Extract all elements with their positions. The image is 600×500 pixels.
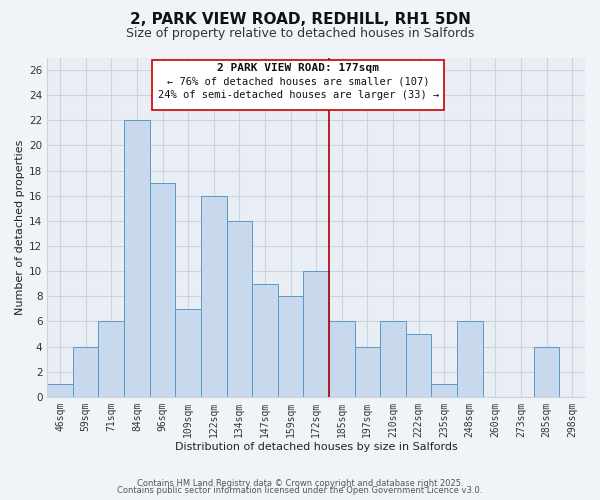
Bar	[431, 384, 457, 397]
Bar	[47, 384, 73, 397]
Text: 2 PARK VIEW ROAD: 177sqm: 2 PARK VIEW ROAD: 177sqm	[217, 63, 379, 73]
Bar	[150, 183, 175, 397]
Bar	[534, 346, 559, 397]
Bar	[457, 322, 482, 397]
Bar	[227, 221, 252, 397]
Bar	[278, 296, 304, 397]
Text: ← 76% of detached houses are smaller (107): ← 76% of detached houses are smaller (10…	[167, 76, 430, 86]
Text: Contains HM Land Registry data © Crown copyright and database right 2025.: Contains HM Land Registry data © Crown c…	[137, 478, 463, 488]
Text: Size of property relative to detached houses in Salfords: Size of property relative to detached ho…	[126, 28, 474, 40]
Text: 24% of semi-detached houses are larger (33) →: 24% of semi-detached houses are larger (…	[158, 90, 439, 100]
Bar	[98, 322, 124, 397]
Bar	[304, 271, 329, 397]
Bar	[201, 196, 227, 397]
FancyBboxPatch shape	[152, 60, 444, 110]
Bar	[175, 309, 201, 397]
Bar	[355, 346, 380, 397]
Bar	[252, 284, 278, 397]
Text: 2, PARK VIEW ROAD, REDHILL, RH1 5DN: 2, PARK VIEW ROAD, REDHILL, RH1 5DN	[130, 12, 470, 28]
X-axis label: Distribution of detached houses by size in Salfords: Distribution of detached houses by size …	[175, 442, 458, 452]
Bar	[124, 120, 150, 397]
Bar	[73, 346, 98, 397]
Text: Contains public sector information licensed under the Open Government Licence v3: Contains public sector information licen…	[118, 486, 482, 495]
Bar	[406, 334, 431, 397]
Bar	[329, 322, 355, 397]
Bar	[380, 322, 406, 397]
Y-axis label: Number of detached properties: Number of detached properties	[15, 140, 25, 315]
